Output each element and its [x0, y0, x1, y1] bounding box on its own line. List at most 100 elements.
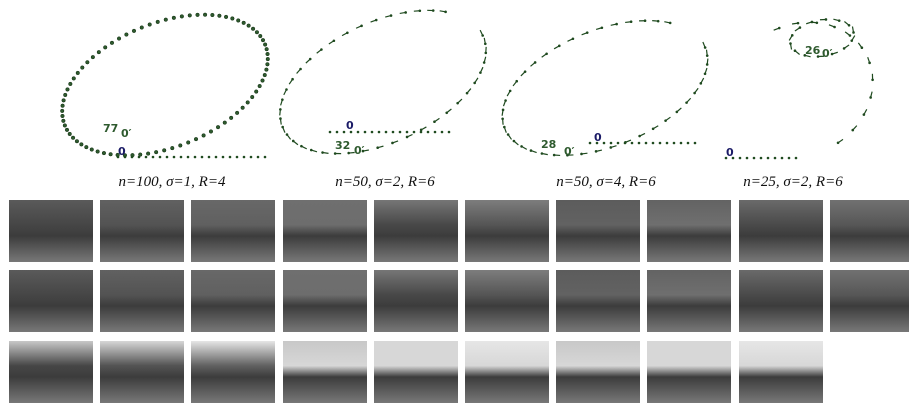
pose	[558, 45, 561, 48]
pose-label: 0′	[354, 144, 365, 157]
pose	[75, 139, 79, 143]
pose	[484, 52, 487, 55]
pose	[789, 42, 792, 45]
pose	[76, 71, 80, 75]
pose	[586, 31, 589, 34]
pose	[515, 80, 518, 83]
frame-image	[283, 200, 367, 262]
pose	[838, 19, 841, 22]
pose	[146, 152, 150, 156]
pose	[291, 78, 294, 81]
pose	[216, 125, 220, 129]
frame-image	[830, 270, 909, 332]
pose	[861, 46, 864, 49]
pose	[62, 119, 66, 123]
pose	[390, 14, 393, 17]
pose	[406, 136, 409, 139]
pose-label: 77	[103, 122, 118, 135]
frame-image	[647, 341, 731, 403]
frame-image	[465, 200, 549, 262]
pose	[513, 140, 516, 143]
pose	[399, 131, 402, 134]
pose	[524, 70, 527, 73]
pose	[170, 146, 174, 150]
frame-image	[100, 341, 184, 403]
pose	[194, 137, 198, 141]
pose	[433, 120, 436, 123]
pose	[265, 68, 269, 72]
pose	[589, 142, 592, 145]
pose	[266, 57, 270, 61]
pose	[103, 46, 107, 50]
pose	[360, 25, 363, 28]
pose	[346, 31, 349, 34]
pose	[286, 133, 289, 136]
pose	[580, 153, 583, 156]
frame-image	[739, 200, 823, 262]
pose	[850, 39, 853, 42]
pose	[90, 148, 94, 152]
pose	[645, 142, 648, 145]
pose	[68, 132, 72, 136]
pose-label: 0	[726, 146, 734, 159]
frame-image	[191, 200, 275, 262]
pose	[760, 157, 763, 160]
pose	[419, 9, 422, 12]
pose	[375, 19, 378, 22]
pose	[843, 47, 846, 50]
pose	[71, 136, 75, 140]
pose	[154, 150, 158, 154]
pose	[378, 131, 381, 134]
pose	[746, 157, 749, 160]
pose	[138, 156, 141, 159]
pose	[61, 104, 65, 108]
pose	[235, 111, 239, 115]
pose	[357, 131, 360, 134]
pose-label: 0	[594, 131, 602, 144]
frame-image	[647, 270, 731, 332]
pose	[300, 145, 303, 148]
pose	[321, 151, 324, 154]
pose	[222, 156, 225, 159]
pose	[659, 142, 662, 145]
frame-image	[374, 200, 458, 262]
caption: n=25, σ=2, R=6	[743, 174, 842, 191]
pose	[385, 131, 388, 134]
pose	[63, 93, 67, 97]
pose	[693, 92, 696, 95]
pose	[657, 20, 660, 23]
pose	[236, 19, 240, 23]
pose	[837, 142, 840, 145]
pose	[281, 126, 284, 129]
pose	[85, 145, 89, 149]
pose	[700, 82, 703, 85]
pose-label: 26	[805, 44, 821, 57]
pose	[687, 142, 690, 145]
pose	[673, 142, 676, 145]
pose	[704, 72, 707, 75]
pose	[868, 62, 871, 65]
frame-image	[739, 270, 823, 332]
pose	[203, 13, 207, 17]
pose	[299, 68, 302, 71]
pose	[644, 19, 647, 22]
pose	[427, 131, 430, 134]
pose	[242, 21, 246, 25]
pose	[229, 156, 232, 159]
pose-label: 0	[346, 119, 354, 132]
pose	[334, 152, 337, 155]
pose	[264, 156, 267, 159]
pose	[223, 121, 227, 125]
pose	[448, 131, 451, 134]
pose	[209, 130, 213, 134]
frame-image	[100, 270, 184, 332]
pose	[125, 33, 129, 37]
pose	[140, 26, 144, 30]
pose	[117, 37, 121, 41]
frame-image	[647, 200, 731, 262]
pose	[91, 55, 95, 59]
caption: n=100, σ=1, R=4	[119, 174, 226, 191]
pose	[541, 152, 544, 155]
caption: n=50, σ=4, R=6	[556, 174, 655, 191]
pose	[329, 131, 332, 134]
